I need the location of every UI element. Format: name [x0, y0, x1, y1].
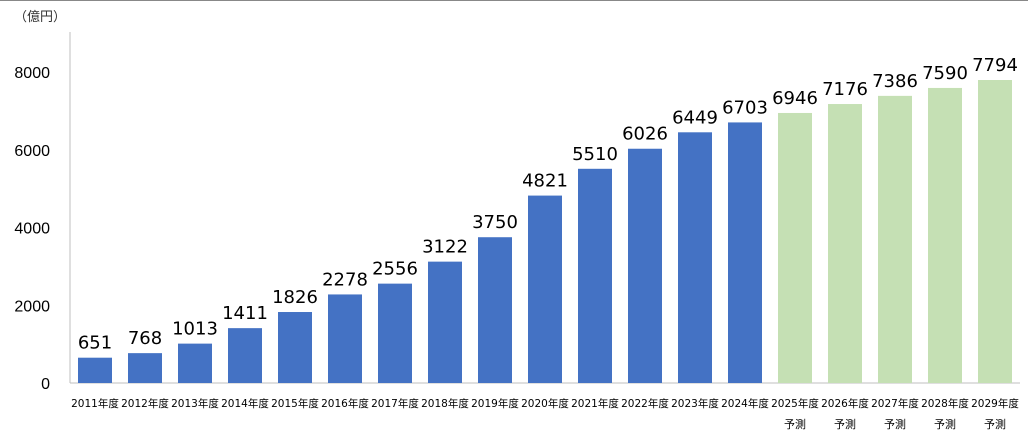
data-label-15: 7176 [822, 79, 868, 100]
top-border [0, 0, 1028, 1]
bars [78, 80, 1012, 384]
x-tick-sublabel-16: 予測 [884, 417, 906, 431]
bar-18 [978, 80, 1012, 384]
bar-3 [228, 328, 262, 383]
bar-6 [378, 283, 412, 383]
data-label-6: 2556 [372, 259, 418, 280]
data-label-8: 3750 [472, 212, 518, 233]
bar-4 [278, 312, 312, 383]
y-tick-label: 8000 [14, 65, 50, 82]
data-label-4: 1826 [272, 287, 318, 308]
data-label-1: 768 [128, 328, 162, 349]
y-tick-label: 6000 [14, 143, 50, 160]
x-tick-labels: 2011年度 2012年度 2013年度 2014年度 2015年度 2016年度 2017… [71, 397, 1019, 431]
bar-5 [328, 294, 362, 383]
bar-1 [128, 353, 162, 383]
bar-8 [478, 237, 512, 383]
bar-13 [728, 122, 762, 384]
x-tick-label-4: 2015年度 [271, 397, 319, 410]
x-tick-label-5: 2016年度 [321, 397, 369, 410]
x-tick-label-0: 2011年度 [71, 397, 119, 410]
data-label-13: 6703 [722, 97, 768, 118]
bar-10 [578, 168, 612, 383]
bar-7 [428, 261, 462, 383]
y-axis-unit-label: （億円） [14, 10, 67, 25]
y-tick-label: 2000 [14, 298, 50, 315]
x-tick-label-14: 2025年度 [771, 397, 819, 410]
x-tick-label-11: 2022年度 [621, 397, 669, 410]
x-tick-sublabel-14: 予測 [784, 417, 806, 431]
bar-9 [528, 195, 562, 383]
data-label-3: 1411 [222, 303, 268, 324]
x-tick-sublabel-15: 予測 [834, 417, 856, 431]
data-labels: 651 768 1013141118262278255631223750482155… [78, 55, 1018, 354]
data-label-16: 7386 [872, 71, 918, 92]
data-label-18: 7794 [972, 55, 1018, 76]
bar-2 [178, 343, 212, 383]
data-label-10: 5510 [572, 144, 618, 165]
x-tick-sublabel-17: 予測 [934, 417, 956, 431]
y-tick-label: 4000 [14, 221, 50, 238]
x-tick-label-15: 2026年度 [821, 397, 869, 410]
y-tick-label: 0 [41, 376, 50, 393]
bar-17 [928, 87, 962, 383]
x-tick-label-18: 2029年度 [971, 397, 1019, 410]
bar-14 [778, 112, 812, 384]
bar-12 [678, 132, 712, 383]
data-label-9: 4821 [522, 171, 568, 192]
x-tick-label-6: 2017年度 [371, 397, 419, 410]
data-label-2: 1013 [172, 319, 218, 340]
data-label-17: 7590 [922, 63, 968, 84]
x-tick-sublabel-18: 予測 [984, 417, 1006, 431]
data-label-7: 3122 [422, 237, 468, 258]
x-tick-label-8: 2019年度 [471, 397, 519, 410]
x-tick-label-1: 2012年度 [121, 397, 169, 410]
data-label-14: 6946 [772, 88, 818, 109]
bar-0 [78, 357, 112, 383]
x-tick-label-3: 2014年度 [221, 397, 269, 410]
bar-16 [878, 95, 912, 383]
data-label-11: 6026 [622, 124, 668, 145]
x-tick-label-7: 2018年度 [421, 397, 469, 410]
x-tick-label-13: 2024年度 [721, 397, 769, 410]
x-tick-label-9: 2020年度 [521, 397, 569, 410]
bar-15 [828, 104, 862, 384]
x-tick-label-10: 2021年度 [571, 397, 619, 410]
x-tick-label-2: 2013年度 [171, 397, 219, 410]
x-tick-label-16: 2027年度 [871, 397, 919, 410]
data-label-12: 6449 [672, 107, 718, 128]
x-tick-label-17: 2028年度 [921, 397, 969, 410]
x-tick-label-12: 2023年度 [671, 397, 719, 410]
bar-11 [628, 148, 662, 383]
data-label-5: 2278 [322, 269, 368, 290]
data-label-0: 651 [78, 333, 112, 354]
